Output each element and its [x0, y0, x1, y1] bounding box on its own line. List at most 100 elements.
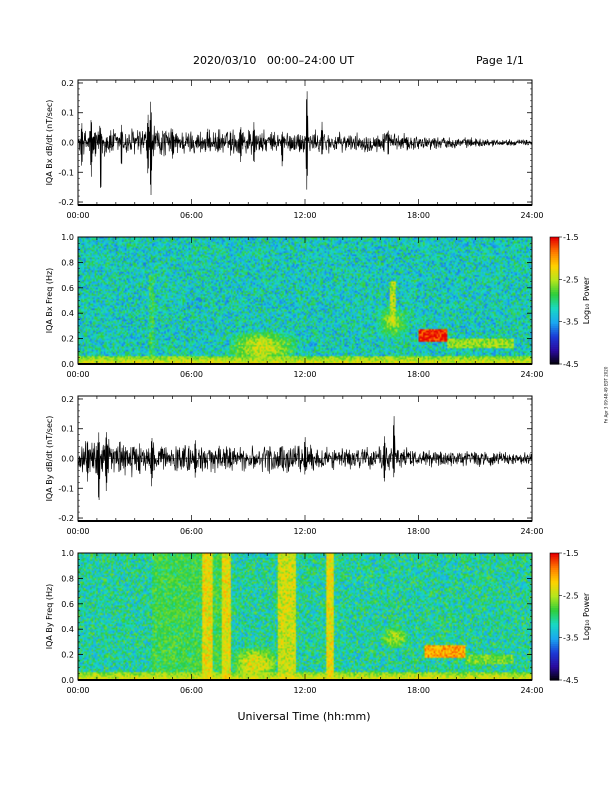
colorbar-swatch — [550, 336, 559, 340]
colorbar-swatch — [550, 624, 559, 628]
x-tick-label: 18:00 — [407, 686, 430, 695]
colorbar-swatch — [550, 582, 559, 586]
colorbar-swatch — [550, 633, 559, 637]
y-tick-label: -0.1 — [58, 168, 74, 177]
y-tick-label: 0.2 — [61, 335, 74, 344]
y-tick-label: 0.2 — [61, 395, 74, 404]
colorbar-swatch — [550, 239, 559, 242]
colorbar-swatch — [550, 287, 559, 291]
y-tick-label: 0.4 — [61, 625, 74, 634]
colorbar-swatch — [550, 629, 559, 632]
colorbar-swatch — [550, 289, 559, 293]
colorbar-label: Log₁₀ Power — [582, 592, 591, 640]
colorbar-swatch — [550, 553, 559, 556]
panel-1 — [77, 79, 533, 206]
y-tick-label: 0.1 — [61, 109, 74, 118]
panel-2: -1.5 -2.5 -3.5 -4.5 Log₁₀ Power — [77, 233, 591, 369]
colorbar-swatch — [550, 292, 559, 295]
colorbar-swatch — [550, 332, 559, 335]
colorbar-swatch — [550, 355, 559, 359]
panel-4: -1.5 -2.5 -3.5 -4.5 Log₁₀ Power — [77, 549, 591, 685]
y-tick-label: 0.0 — [61, 676, 74, 685]
x-tick-label: 06:00 — [180, 686, 203, 695]
series-trace-3 — [78, 416, 532, 500]
y-tick-label: 0.0 — [61, 360, 74, 369]
spectrogram-image-2 — [78, 237, 532, 364]
colorbar-swatch — [550, 349, 559, 352]
colorbar-swatch — [550, 247, 559, 251]
colorbar-swatch — [550, 593, 559, 596]
colorbar-swatch — [550, 321, 559, 325]
colorbar-swatch — [550, 347, 559, 350]
y-axis-label: IQA Bx Freq (Hz) — [45, 268, 54, 334]
x-tick-label: 12:00 — [293, 686, 316, 695]
colorbar-swatch — [550, 635, 559, 639]
colorbar-swatch — [550, 270, 559, 274]
colorbar-swatch — [550, 574, 559, 577]
y-tick-label: 0.1 — [61, 425, 74, 434]
colorbar-tick-label: -3.5 — [563, 318, 579, 327]
colorbar-swatch — [550, 599, 559, 603]
colorbar-swatch — [550, 249, 559, 253]
colorbar-swatch — [550, 654, 559, 658]
x-tick-label: 00:00 — [66, 686, 89, 695]
colorbar-swatch — [550, 304, 559, 308]
colorbar-swatch — [550, 351, 559, 355]
colorbar-swatch — [550, 330, 559, 333]
colorbar-swatch — [550, 237, 559, 240]
colorbar-swatch — [550, 300, 559, 304]
colorbar-swatch — [550, 618, 559, 622]
colorbar-swatch — [550, 298, 559, 302]
colorbar-swatch — [550, 357, 559, 361]
x-tick-label: 18:00 — [407, 527, 430, 536]
colorbar-swatch — [550, 557, 559, 560]
colorbar-swatch — [550, 340, 559, 344]
y-tick-label: -0.2 — [58, 514, 74, 523]
series-trace-1 — [78, 91, 532, 195]
y-tick-label: 0.8 — [61, 574, 74, 583]
y-tick-label: 0.6 — [61, 284, 74, 293]
colorbar-tick-label: -1.5 — [563, 549, 579, 558]
colorbar-tick-label: -4.5 — [563, 676, 579, 685]
x-tick-label: 00:00 — [66, 370, 89, 379]
colorbar-swatch — [550, 622, 559, 626]
colorbar-swatch — [550, 559, 559, 563]
y-axis-label: IQA Bx dB/dt (nT/sec) — [45, 100, 54, 186]
y-tick-label: 0.0 — [61, 455, 74, 464]
colorbar-swatch — [550, 563, 559, 567]
colorbar-swatch — [550, 627, 559, 630]
colorbar-swatch — [550, 631, 559, 635]
y-tick-label: -0.1 — [58, 484, 74, 493]
colorbar-swatch — [550, 266, 559, 270]
colorbar-swatch — [550, 648, 559, 651]
colorbar-swatch — [550, 588, 559, 592]
colorbar-swatch — [550, 319, 559, 323]
colorbar-swatch — [550, 669, 559, 673]
colorbar-swatch — [550, 243, 559, 247]
colorbar-swatch — [550, 578, 559, 582]
page-number: Page 1/1 — [476, 54, 524, 67]
x-tick-label: 12:00 — [293, 527, 316, 536]
x-tick-label: 00:00 — [66, 211, 89, 220]
colorbar-swatch — [550, 586, 559, 590]
y-tick-label: 0.2 — [61, 79, 74, 88]
colorbar-swatch — [550, 277, 559, 280]
x-tick-label: 06:00 — [180, 527, 203, 536]
y-tick-label: 0.4 — [61, 309, 74, 318]
colorbar-swatch — [550, 646, 559, 649]
x-tick-label: 18:00 — [407, 370, 430, 379]
colorbar-swatch — [550, 281, 559, 285]
x-tick-label: 24:00 — [520, 686, 543, 695]
y-axis-label: IQA By Freq (Hz) — [45, 584, 54, 650]
x-tick-label: 06:00 — [180, 370, 203, 379]
x-tick-label: 24:00 — [520, 211, 543, 220]
colorbar-swatch — [550, 306, 559, 310]
colorbar-swatch — [550, 665, 559, 668]
colorbar-swatch — [550, 612, 559, 615]
colorbar-swatch — [550, 328, 559, 331]
colorbar-swatch — [550, 644, 559, 647]
colorbar-swatch — [550, 675, 559, 679]
y-axis-label: IQA By dB/dt (nT/sec) — [45, 416, 54, 502]
x-tick-label: 00:00 — [66, 527, 89, 536]
colorbar-swatch — [550, 650, 559, 654]
